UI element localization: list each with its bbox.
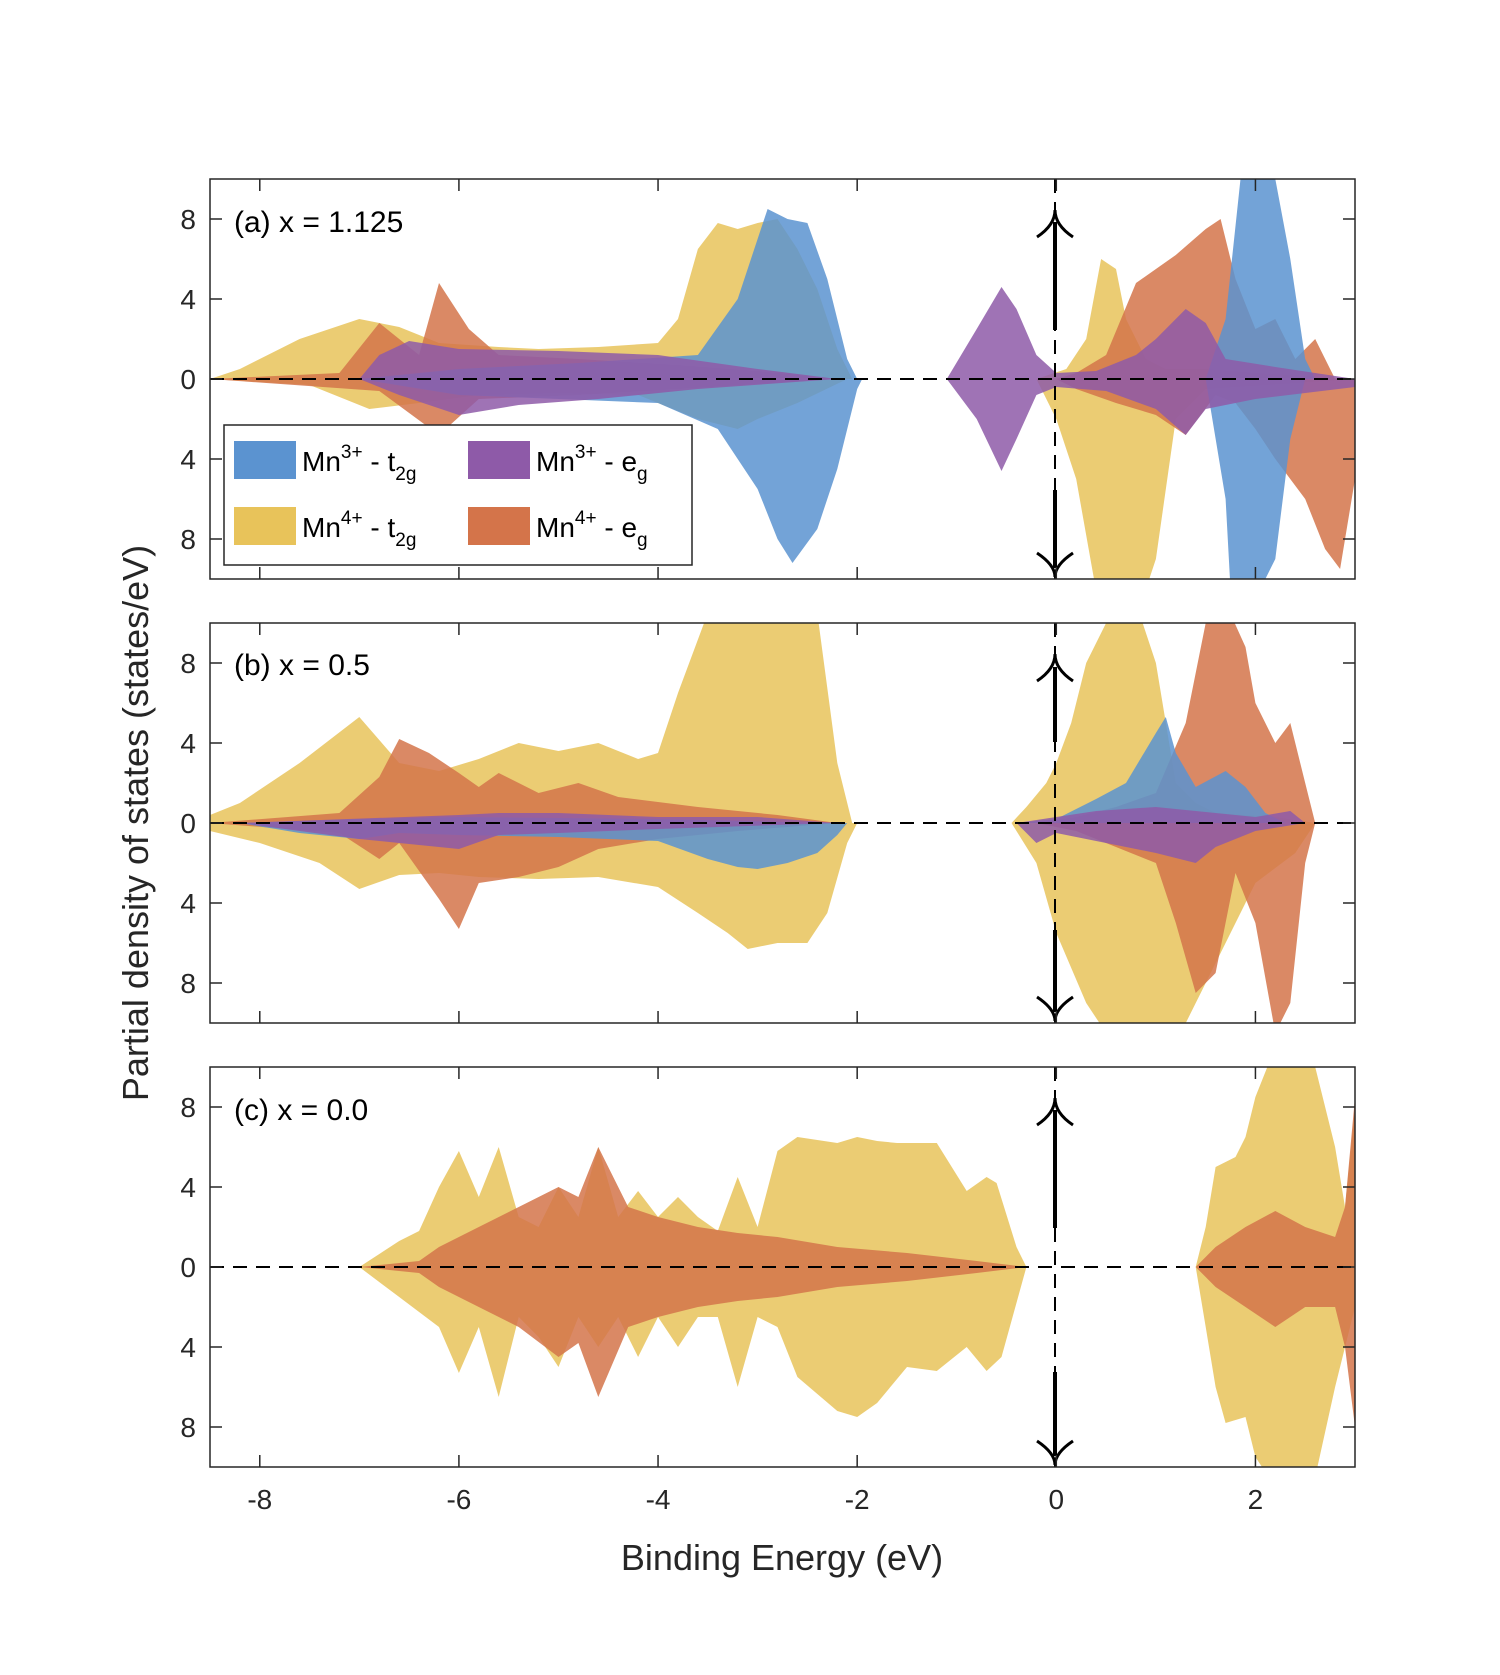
area-mn3_eg-down <box>359 379 1355 471</box>
y-tick-label: 4 <box>180 728 196 759</box>
legend: Mn3+ - t2g Mn3+ - eg Mn4+ - t2g Mn4+ - e… <box>223 424 693 566</box>
legend-orbital: t <box>387 512 395 543</box>
panel-c-spin-down-arrow <box>1036 1372 1074 1466</box>
x-tick-label: 2 <box>1248 1484 1264 1515</box>
panel-a-y-ticks: 8 4 0 4 8 <box>180 204 1355 555</box>
legend-entry-mn3-eg: Mn3+ - eg <box>468 441 648 485</box>
y-tick-label: 0 <box>180 364 196 395</box>
panel-b: 8 4 0 4 8 (b) x = 0.5 <box>180 622 1356 1024</box>
legend-orbital: e <box>621 446 637 477</box>
panel-label: (a) x = 1.125 <box>234 206 403 239</box>
y-tick-label: 0 <box>180 808 196 839</box>
x-tick-label: -4 <box>646 1484 671 1515</box>
legend-swatch <box>234 507 296 545</box>
y-tick-label: 8 <box>180 204 196 235</box>
panel-a-spin-down-arrow <box>1036 490 1074 578</box>
y-tick-label: 4 <box>180 888 196 919</box>
y-tick-label: 8 <box>180 648 196 679</box>
legend-charge: 4+ <box>341 508 363 529</box>
panel-b-y-ticks: 8 4 0 4 8 <box>180 648 1355 999</box>
legend-ion: Mn <box>302 512 341 543</box>
panel-b-areas <box>210 623 1326 1023</box>
area-mn3_eg-up <box>239 807 1306 823</box>
legend-charge: 3+ <box>575 442 597 463</box>
panel-a: 8 4 0 4 8 (a) x = 1.125 Mn3+ - t2g Mn3+ - eg… <box>180 178 1356 580</box>
panel-label: (b) x = 0.5 <box>234 649 370 682</box>
legend-orbital: t <box>387 446 395 477</box>
y-axis-title: Partial density of states (states/eV) <box>115 545 156 1101</box>
legend-charge: 3+ <box>341 442 363 463</box>
legend-orbital-sub: g <box>637 464 648 485</box>
area-mn4_t2g-up <box>210 623 1326 823</box>
panel-b-spin-up-arrow <box>1036 653 1074 742</box>
panel-label: (c) x = 0.0 <box>234 1094 368 1127</box>
y-tick-label: 4 <box>180 444 196 475</box>
panel-b-x-ticks <box>259 623 1257 1023</box>
panel-c: 8 4 0 4 8 -8 -6 -4 -2 0 2 (c) x = 0.0 <box>180 1066 1356 1515</box>
panel-c-y-ticks: 8 4 0 4 8 <box>180 1092 1355 1443</box>
legend-swatch <box>468 507 530 545</box>
svg-text:Mn3+ - t2g: Mn3+ - t2g <box>302 442 416 485</box>
legend-orbital-sub: 2g <box>395 530 416 551</box>
legend-entry-mn4-eg: Mn4+ - eg <box>468 507 648 551</box>
x-tick-label: -8 <box>247 1484 272 1515</box>
legend-charge: 4+ <box>575 508 597 529</box>
area-mn3_t2g-down <box>359 379 1306 579</box>
area-mn3_eg-down <box>239 823 1306 863</box>
area-mn4_eg-down <box>210 823 1316 1023</box>
legend-orbital-sub: g <box>637 530 648 551</box>
legend-orbital-sub: 2g <box>395 464 416 485</box>
panel-c-spin-up-arrow <box>1036 1097 1074 1228</box>
x-tick-label: -6 <box>446 1484 471 1515</box>
area-mn3_t2g-down <box>239 823 848 869</box>
y-tick-label: 8 <box>180 1092 196 1123</box>
legend-swatch <box>234 441 296 479</box>
legend-ion: Mn <box>536 446 575 477</box>
legend-swatch <box>468 441 530 479</box>
legend-ion: Mn <box>536 512 575 543</box>
y-tick-label: 4 <box>180 284 196 315</box>
panel-c-x-ticks: -8 -6 -4 -2 0 2 <box>247 1067 1263 1515</box>
legend-box <box>223 424 693 566</box>
y-tick-label: 8 <box>180 1412 196 1443</box>
y-tick-label: 0 <box>180 1252 196 1283</box>
y-tick-label: 8 <box>180 524 196 555</box>
svg-text:Mn4+ - t2g: Mn4+ - t2g <box>302 508 416 551</box>
panel-a-spin-up-arrow <box>1036 209 1074 330</box>
panel-a-areas <box>210 179 1355 579</box>
panel-b-spin-down-arrow <box>1036 930 1074 1022</box>
legend-entry-mn4-t2g: Mn4+ - t2g <box>234 507 416 551</box>
area-mn4_t2g-down <box>210 379 1355 579</box>
svg-text:Mn3+ - eg: Mn3+ - eg <box>536 442 648 485</box>
area-mn3_eg-up <box>359 287 1355 379</box>
svg-text:Mn4+ - eg: Mn4+ - eg <box>536 508 648 551</box>
area-mn4_eg-up <box>359 1097 1355 1267</box>
y-tick-label: 8 <box>180 968 196 999</box>
panel-a-x-ticks <box>259 179 1257 579</box>
legend-orbital: e <box>621 512 637 543</box>
x-tick-label: -2 <box>845 1484 870 1515</box>
y-tick-label: 4 <box>180 1172 196 1203</box>
y-tick-label: 4 <box>180 1332 196 1363</box>
legend-ion: Mn <box>302 446 341 477</box>
x-tick-label: 0 <box>1049 1484 1065 1515</box>
legend-entry-mn3-t2g: Mn3+ - t2g <box>234 441 416 485</box>
x-axis-title: Binding Energy (eV) <box>621 1537 943 1578</box>
area-mn4_eg-down <box>359 1267 1355 1427</box>
panel-c-areas <box>359 1067 1355 1467</box>
